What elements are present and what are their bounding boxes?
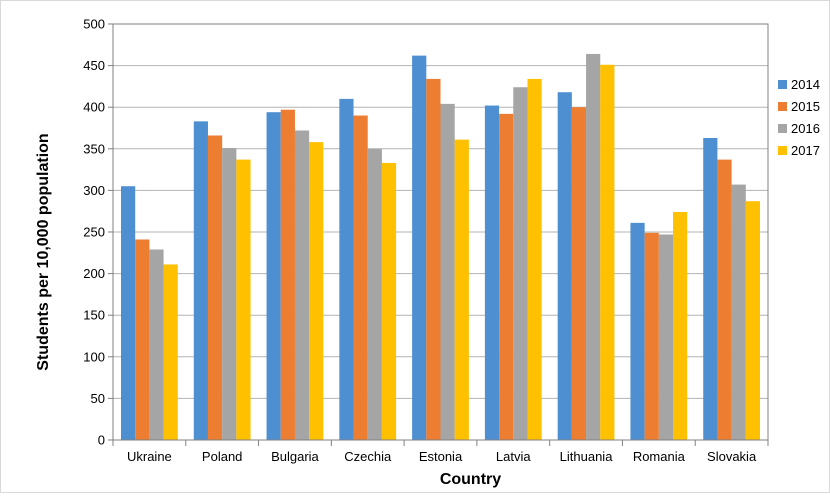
y-tick-label: 450 [83, 58, 105, 73]
bar-2016-romania [658, 234, 674, 440]
x-category-label: Latvia [496, 449, 531, 464]
y-tick-label: 500 [83, 17, 105, 32]
bar-2017-lithuania [600, 64, 615, 440]
bar-2014-lithuania [557, 92, 572, 440]
bar-2016-ukraine [149, 249, 164, 440]
bar-2016-slovakia [731, 184, 746, 440]
bar-2017-estonia [454, 139, 469, 440]
bar-2016-lithuania [586, 53, 601, 441]
x-category-label: Estonia [419, 449, 463, 464]
bar-2017-czechia [381, 162, 397, 440]
x-category-label: Romania [633, 449, 686, 464]
y-tick-label: 400 [83, 100, 105, 115]
x-category-label: Poland [202, 449, 242, 464]
y-tick-label: 200 [83, 266, 105, 281]
legend-label: 2015 [791, 99, 820, 114]
legend-swatch [778, 146, 787, 155]
y-tick-label: 300 [83, 183, 105, 198]
bar-2014-poland [193, 121, 208, 441]
bar-2017-poland [236, 159, 251, 440]
bar-2016-czechia [367, 148, 382, 441]
legend-label: 2017 [791, 143, 820, 158]
bar-2015-latvia [499, 113, 514, 440]
bar-2014-romania [630, 222, 645, 440]
y-tick-label: 50 [91, 391, 105, 406]
y-tick-label: 350 [83, 141, 105, 156]
y-tick-label: 0 [98, 433, 105, 448]
bar-2014-estonia [412, 55, 427, 441]
bar-2014-ukraine [121, 186, 136, 440]
bar-2016-poland [222, 147, 237, 440]
legend-swatch [778, 124, 787, 133]
bar-2014-slovakia [703, 137, 718, 440]
bar-2016-latvia [513, 87, 528, 441]
bar-2015-ukraine [135, 239, 150, 440]
legend-swatch [778, 80, 787, 89]
bar-2014-czechia [339, 98, 354, 440]
x-category-label: Slovakia [707, 449, 757, 464]
bar-2015-slovakia [717, 159, 732, 440]
bar-2017-slovakia [745, 201, 760, 440]
legend: 2014 2015 2016 2017 [778, 77, 820, 158]
bar-2015-poland [207, 135, 223, 440]
legend-label: 2014 [791, 77, 820, 92]
bar-2015-lithuania [571, 107, 587, 440]
bar-2016-estonia [440, 103, 455, 440]
y-tick-label: 150 [83, 308, 105, 323]
y-axis-ticks: 0 50 100 150 200 250 300 350 400 450 500 [83, 17, 113, 448]
bar-2016-bulgaria [294, 130, 310, 440]
y-tick-label: 100 [83, 349, 105, 364]
bar-2015-bulgaria [280, 109, 295, 441]
bar-2015-romania [644, 232, 659, 440]
bars [121, 53, 760, 441]
x-category-label: Czechia [344, 449, 392, 464]
bar-2017-ukraine [163, 264, 178, 440]
plot-border [112, 23, 769, 441]
y-axis-title: Students per 10,000 population [35, 133, 52, 370]
x-axis-categories: Ukraine Poland Bulgaria Czechia Estonia Latvi… [112, 440, 769, 464]
x-axis-title: Country [440, 471, 501, 488]
legend-swatch [778, 102, 787, 111]
bar-2017-bulgaria [309, 142, 324, 441]
bar-2017-latvia [527, 78, 542, 441]
x-category-label: Ukraine [127, 449, 172, 464]
y-tick-label: 250 [83, 225, 105, 240]
bar-2014-bulgaria [266, 112, 281, 440]
bar-2014-latvia [484, 105, 500, 440]
bar-2015-czechia [353, 115, 368, 441]
legend-label: 2016 [791, 121, 820, 136]
x-category-label: Lithuania [560, 449, 614, 464]
bar-2015-estonia [426, 78, 441, 441]
bar-2017-romania [673, 212, 688, 440]
x-category-label: Bulgaria [271, 449, 319, 464]
